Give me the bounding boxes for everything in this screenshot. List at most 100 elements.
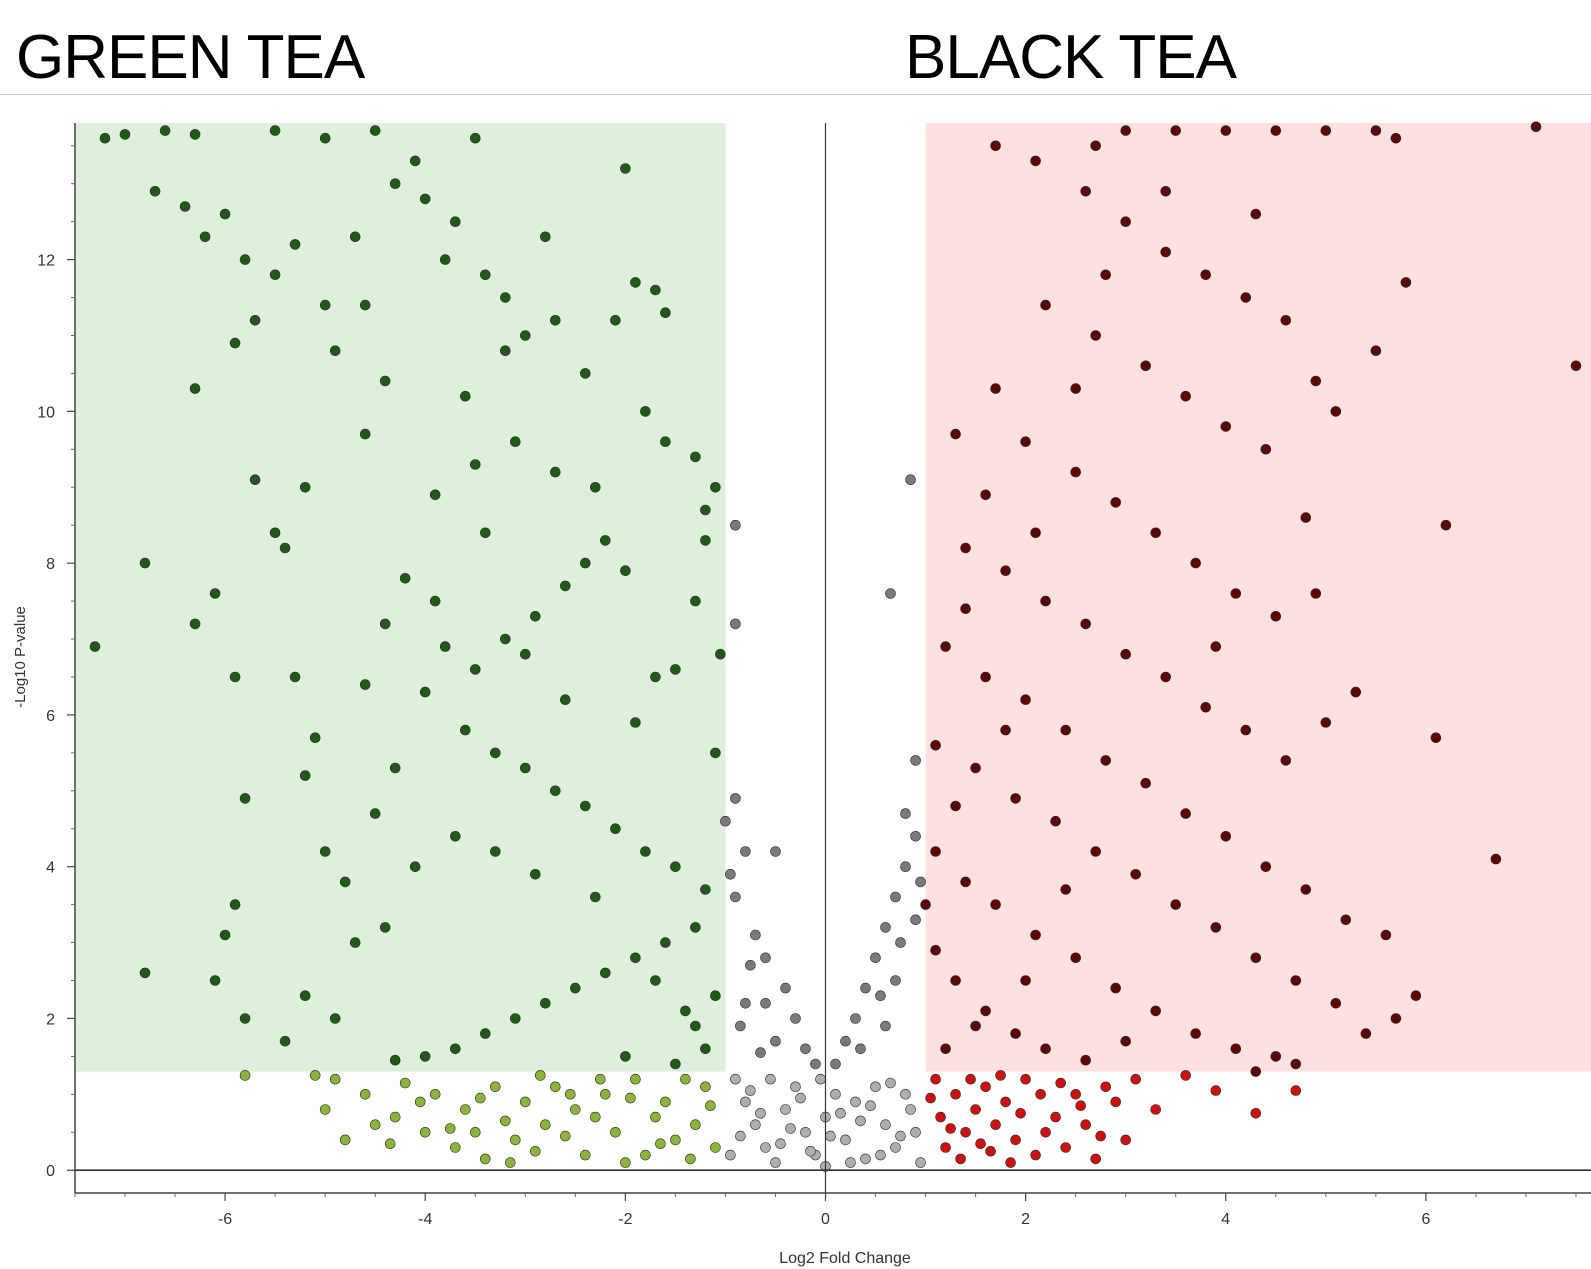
point-s2-7 [479, 1153, 491, 1165]
y-tick-label-5: 10 [37, 404, 55, 421]
point-s2-11 [599, 1089, 611, 1100]
point-s1-33 [1020, 436, 1031, 448]
point-s0-59 [660, 436, 671, 448]
point-s2-43 [564, 1089, 576, 1100]
header-divider [0, 94, 1591, 95]
point-s0-95 [449, 1043, 461, 1055]
point-s5-1 [740, 1096, 751, 1108]
point-s0-58 [640, 406, 651, 417]
point-s1-77 [930, 846, 941, 857]
point-s0-132 [429, 595, 441, 607]
point-s0-56 [650, 284, 661, 296]
point-s0-63 [700, 535, 711, 546]
point-s0-85 [670, 861, 681, 873]
point-s2-6 [449, 1142, 461, 1153]
point-s0-86 [700, 884, 711, 895]
point-s1-48 [1240, 724, 1252, 736]
point-s0-66 [710, 747, 721, 759]
x-tick-label-0: -6 [218, 1211, 232, 1228]
point-s5-15 [880, 1119, 891, 1130]
point-s3-37 [965, 1073, 976, 1085]
point-s1-8 [1390, 132, 1402, 144]
point-s1-60 [1300, 884, 1312, 895]
point-s0-23 [289, 671, 301, 683]
point-s3-26 [935, 1111, 946, 1123]
point-s0-16 [89, 641, 101, 652]
point-s1-99 [1060, 884, 1071, 895]
point-s4-9 [780, 982, 791, 994]
point-s1-20 [1160, 246, 1171, 258]
point-s0-29 [239, 1013, 251, 1024]
point-s0-39 [359, 428, 371, 440]
point-s5-12 [850, 1096, 861, 1108]
point-s0-3 [189, 129, 201, 140]
point-s1-106 [1210, 641, 1222, 652]
point-s0-10 [289, 239, 301, 250]
point-s0-111 [349, 937, 361, 948]
point-s1-53 [1020, 694, 1031, 706]
point-s1-88 [950, 975, 961, 986]
point-s2-38 [705, 1100, 716, 1111]
point-s4-20 [900, 861, 911, 873]
point-s4-30 [890, 975, 901, 986]
point-s2-32 [620, 1157, 631, 1168]
point-s1-103 [1160, 186, 1171, 197]
point-s1-9 [1370, 125, 1382, 136]
point-s3-11 [1150, 1104, 1161, 1115]
point-s1-24 [1310, 375, 1322, 387]
point-s5-16 [890, 1142, 901, 1153]
point-s5-13 [860, 1153, 871, 1165]
point-s0-64 [690, 595, 701, 607]
point-s4-21 [885, 588, 896, 599]
point-s1-101 [1030, 527, 1041, 539]
point-s2-31 [650, 1111, 661, 1123]
point-s1-14 [1120, 125, 1131, 136]
point-s1-49 [1280, 755, 1292, 766]
point-s5-17 [900, 1089, 911, 1100]
point-s1-25 [1040, 299, 1051, 311]
point-s0-4 [149, 186, 161, 197]
point-s4-15 [850, 1013, 861, 1024]
point-s1-104 [1250, 208, 1262, 220]
point-s0-54 [620, 163, 631, 174]
point-s0-125 [269, 125, 281, 136]
point-s3-2 [970, 1104, 981, 1115]
point-s2-37 [469, 1127, 481, 1138]
point-s1-63 [1410, 990, 1422, 1002]
point-s0-62 [710, 481, 721, 493]
point-s1-0 [1530, 121, 1542, 133]
point-s5-10 [830, 1089, 841, 1100]
point-s0-102 [650, 975, 661, 986]
point-s0-52 [579, 368, 591, 379]
point-s0-106 [529, 868, 541, 880]
point-s0-79 [489, 747, 501, 759]
point-s0-14 [189, 383, 201, 394]
point-s5-0 [730, 1073, 741, 1085]
point-s0-77 [419, 686, 431, 698]
point-s2-13 [660, 1096, 671, 1108]
point-s4-25 [910, 830, 921, 842]
point-s2-23 [489, 1081, 501, 1093]
point-s5-4 [770, 1157, 781, 1168]
x-axis-label: Log2 Fold Change [779, 1250, 911, 1267]
point-s1-11 [1270, 125, 1282, 136]
point-s4-35 [875, 990, 886, 1002]
point-s0-121 [439, 254, 451, 265]
point-s2-16 [700, 1081, 711, 1093]
point-s5-5 [780, 1104, 791, 1115]
point-s2-2 [329, 1073, 341, 1085]
point-s3-20 [1020, 1073, 1031, 1085]
point-s1-4 [1490, 853, 1502, 865]
point-s1-112 [1100, 269, 1111, 281]
point-s0-44 [419, 193, 431, 205]
point-s0-82 [579, 800, 591, 812]
point-s3-30 [1015, 1108, 1026, 1119]
point-s1-30 [1260, 443, 1272, 455]
point-s0-126 [329, 345, 341, 357]
point-s2-21 [549, 1081, 561, 1093]
point-s0-30 [139, 967, 151, 979]
point-s0-130 [519, 648, 531, 660]
point-s4-0 [730, 519, 741, 531]
point-s0-90 [599, 967, 611, 979]
point-s3-34 [1095, 1130, 1106, 1142]
